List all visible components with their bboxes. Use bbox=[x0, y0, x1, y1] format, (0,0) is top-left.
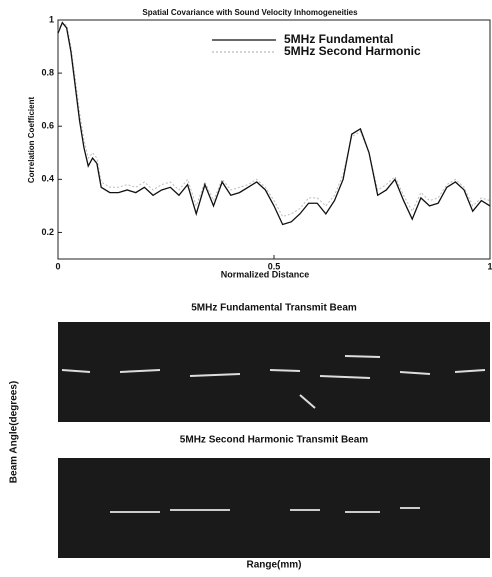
series-line bbox=[57, 21, 491, 226]
plot-frame bbox=[57, 19, 491, 260]
y-tick-label: 0.8 bbox=[41, 67, 54, 77]
y-tick-label: 0.4 bbox=[41, 174, 54, 184]
y-tick-label: 1 bbox=[49, 14, 54, 24]
panel-title: 5MHz Second Harmonic Transmit Beam bbox=[180, 435, 368, 446]
panel-x-label: Range(mm) bbox=[246, 560, 301, 571]
legend-label: 5MHz Fundamental bbox=[284, 32, 393, 46]
legend-label: 5MHz Second Harmonic bbox=[284, 44, 421, 58]
y-tick-label: 0.2 bbox=[41, 227, 54, 237]
x-tick-label: 0.5 bbox=[268, 261, 281, 271]
panel-title: 5MHz Fundamental Transmit Beam bbox=[191, 303, 357, 314]
x-axis-label: Normalized Distance bbox=[221, 269, 310, 279]
beam-speckle bbox=[61, 355, 486, 409]
x-tick-label: 1 bbox=[487, 261, 492, 271]
y-axis-label: Correlation Coefficient bbox=[27, 97, 36, 184]
x-tick-label: 0 bbox=[55, 261, 60, 271]
beam-speckle bbox=[110, 507, 420, 513]
chart-title: Spatial Covariance with Sound Velocity I… bbox=[142, 8, 358, 17]
beam-image bbox=[58, 458, 490, 558]
panel-y-label: Beam Angle(degrees) bbox=[9, 381, 20, 483]
y-tick-label: 0.6 bbox=[41, 121, 54, 131]
